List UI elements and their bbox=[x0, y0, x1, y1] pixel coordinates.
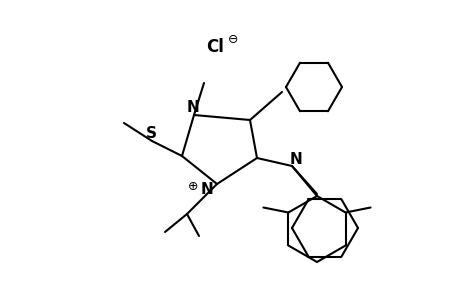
Text: N: N bbox=[289, 152, 302, 166]
Text: N: N bbox=[200, 182, 213, 196]
Text: N: N bbox=[186, 100, 199, 115]
Text: Cl: Cl bbox=[206, 38, 224, 56]
Text: S: S bbox=[145, 127, 156, 142]
Text: ⊖: ⊖ bbox=[227, 32, 238, 46]
Text: ⊕: ⊕ bbox=[187, 181, 198, 194]
